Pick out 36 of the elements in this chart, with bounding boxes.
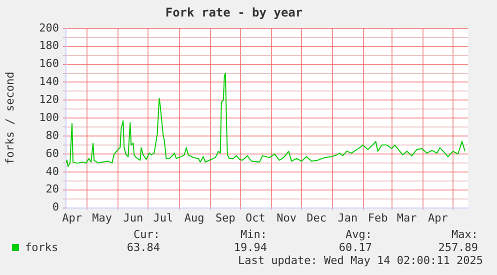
text: 257.89 [438,241,478,254]
y-tick-label: 0 [52,200,59,214]
x-tick-label: Nov [276,211,297,224]
x-tick-label: Apr [428,211,448,224]
y-tick-label: 60 [46,146,59,160]
y-tick-label: 80 [46,128,59,142]
y-tick-label: 20 [46,182,59,196]
text: 60.17 [338,241,372,254]
text: Min: [240,228,267,241]
x-tick-label: Jun [123,211,144,224]
y-tick-label: 140 [39,75,59,88]
y-tick-label: 120 [39,93,59,106]
x-tick-label: Aug [184,211,204,224]
x-tick-label: Oct [246,211,266,224]
text: Max: [452,228,478,241]
x-tick-label: Jan [338,211,358,224]
legend-label: forks [25,241,58,254]
x-tick-label: Apr [62,211,82,224]
text: Last update: Wed May 14 02:00:11 2025 [238,254,483,267]
y-tick-label: 100 [39,110,59,124]
chart-title: Fork rate - by year [165,5,303,20]
text: Avg: [346,228,372,241]
y-axis-title: forks / second [3,72,16,164]
x-tick-label: Jul [153,211,174,224]
text: 19.94 [234,241,267,254]
x-tick-label: Dec [306,211,327,224]
x-tick-label: Feb [368,211,388,224]
text: Cur: [134,228,160,241]
y-tick-label: 40 [46,164,59,178]
y-tick-label: 160 [39,57,59,70]
y-tick-label: 200 [39,21,59,34]
x-tick-label: Sep [215,211,236,224]
y-tick-label: 180 [39,39,59,52]
x-tick-label: Mar [396,211,418,224]
x-tick-label: May [92,211,112,224]
text: 63.84 [126,241,160,254]
